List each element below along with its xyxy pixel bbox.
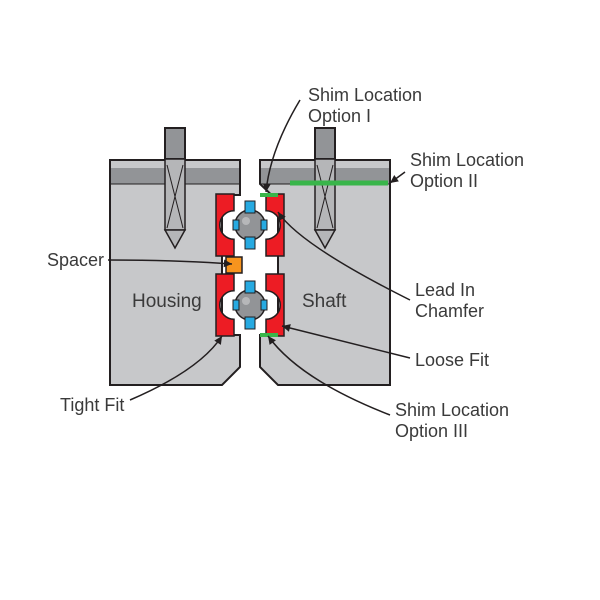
label-lead-in-chamfer: Lead In Chamfer <box>415 280 484 321</box>
label-housing: Housing <box>132 291 202 313</box>
label-shim-option-1: Shim Location Option I <box>308 85 422 126</box>
label-loose-fit: Loose Fit <box>415 350 489 371</box>
label-shim-option-2: Shim Location Option II <box>410 150 524 191</box>
label-shim-option-3: Shim Location Option III <box>395 400 509 441</box>
label-spacer: Spacer <box>47 250 104 271</box>
label-tight-fit: Tight Fit <box>60 395 124 416</box>
bearing-cross-section-diagram <box>0 0 600 600</box>
label-shaft: Shaft <box>302 291 346 313</box>
